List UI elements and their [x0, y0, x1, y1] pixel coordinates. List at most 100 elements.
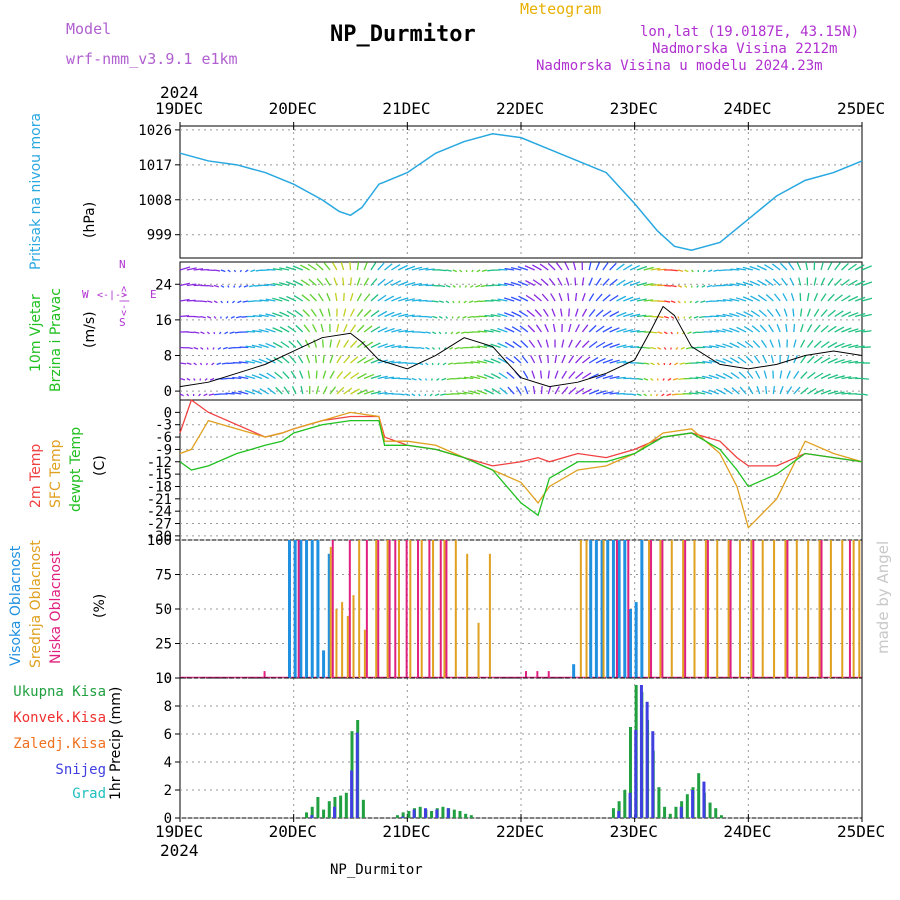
wind-barb [650, 267, 661, 271]
wind-barb [329, 386, 337, 395]
wind-barb [483, 373, 494, 380]
wind-barb [310, 308, 317, 317]
wind-barb [258, 314, 269, 318]
wind-barb [249, 284, 256, 288]
wind-barb [848, 360, 859, 364]
wind-barb [708, 345, 719, 349]
y-tick-label: -3 [155, 418, 172, 434]
low-cloud-bar [394, 540, 397, 678]
wind-barb [568, 323, 572, 333]
wind-barb [450, 331, 454, 335]
precip-unit: 1hr Precip (mm) [108, 686, 124, 800]
total-precip-bar [663, 806, 667, 818]
wind-barb [820, 277, 826, 286]
wind-barb [834, 278, 842, 286]
wind-barb [692, 331, 699, 334]
wind-barb [329, 354, 334, 364]
mid-cloud-bar [420, 540, 423, 678]
total-precip-bar [361, 799, 365, 818]
wind-barb [290, 370, 297, 379]
wind-barb [567, 292, 570, 302]
total-precip-bar [685, 794, 689, 818]
wind-barb [735, 282, 747, 287]
wind-barb [708, 269, 713, 273]
wind-barb [841, 295, 851, 302]
wind-barb [518, 310, 529, 318]
low-cloud-bar [348, 540, 351, 678]
snow-bar [310, 815, 314, 818]
wind-barb [457, 392, 467, 395]
wind-barb [723, 387, 733, 395]
wind-barb [762, 355, 768, 364]
total-precip-bar [401, 812, 405, 818]
wind-barb [227, 269, 231, 273]
wind-barb [696, 361, 706, 364]
wind-barb [731, 387, 740, 395]
wind-barb [370, 310, 380, 318]
wind-barb [806, 339, 814, 348]
wind-barb [314, 354, 318, 364]
wind-barb [398, 313, 409, 318]
wind-barb [855, 345, 865, 349]
wind-barb [259, 388, 269, 395]
wind-barb [636, 393, 642, 397]
wind-barb [243, 284, 249, 288]
wind-barb [655, 393, 658, 397]
wind-barb [806, 324, 813, 333]
wind-barb [702, 360, 713, 364]
low-cloud-bar [388, 540, 391, 678]
wind-barb [841, 376, 852, 380]
mid-cloud-bar [807, 540, 810, 678]
wind-barb [303, 324, 311, 333]
wind-barb [452, 269, 458, 273]
wind-barb [436, 377, 440, 381]
footer-station: NP_Durmitor [330, 862, 423, 878]
total-precip-bar [322, 809, 326, 818]
wind-barb [469, 390, 481, 395]
wind-barb [746, 370, 754, 379]
wind-barb [687, 331, 692, 335]
wind-barb [281, 356, 290, 364]
wind-barb [429, 393, 433, 397]
wind-barb [295, 324, 304, 333]
wind-barb [520, 340, 529, 348]
wind-barb [854, 296, 866, 302]
wind-barb [532, 279, 542, 287]
total-precip-bar [464, 813, 468, 818]
wind-barb [512, 341, 522, 349]
wind-barb [525, 294, 535, 302]
wind-barb [636, 298, 647, 302]
wind-barb [561, 339, 565, 348]
wind-barb [820, 373, 831, 380]
wind-barb [674, 362, 679, 366]
wind-barb [623, 296, 634, 302]
wind-barb [675, 347, 679, 350]
wind-barb [404, 281, 416, 287]
wind-barb [671, 393, 678, 396]
wind-barb [764, 279, 774, 287]
wind-barb [602, 310, 612, 318]
mid-cloud-bar [341, 602, 344, 678]
wind-barb [834, 342, 845, 349]
wind-barb [398, 329, 408, 333]
y-tick-label: -27 [147, 517, 172, 533]
location-coords: lon,lat (19.0187E, 43.15N) [640, 24, 860, 40]
wind-barb [377, 343, 388, 349]
mid-cloud-bar [795, 540, 798, 678]
wind-barb [649, 393, 653, 397]
wind-barb [568, 387, 577, 395]
wind-barb [235, 315, 242, 319]
wind-barb [588, 340, 598, 349]
low-cloud-bar [729, 540, 732, 678]
wind-barb [179, 282, 191, 287]
wind-barb [439, 269, 447, 272]
wind-barb [356, 293, 363, 302]
wind-barb [455, 331, 460, 335]
wind-barb [234, 331, 242, 334]
mid-cloud-bar [488, 553, 491, 678]
wind-barb [221, 362, 228, 365]
wind-barb [476, 360, 488, 364]
wind-barb [729, 312, 740, 318]
wind-barb [242, 300, 249, 303]
